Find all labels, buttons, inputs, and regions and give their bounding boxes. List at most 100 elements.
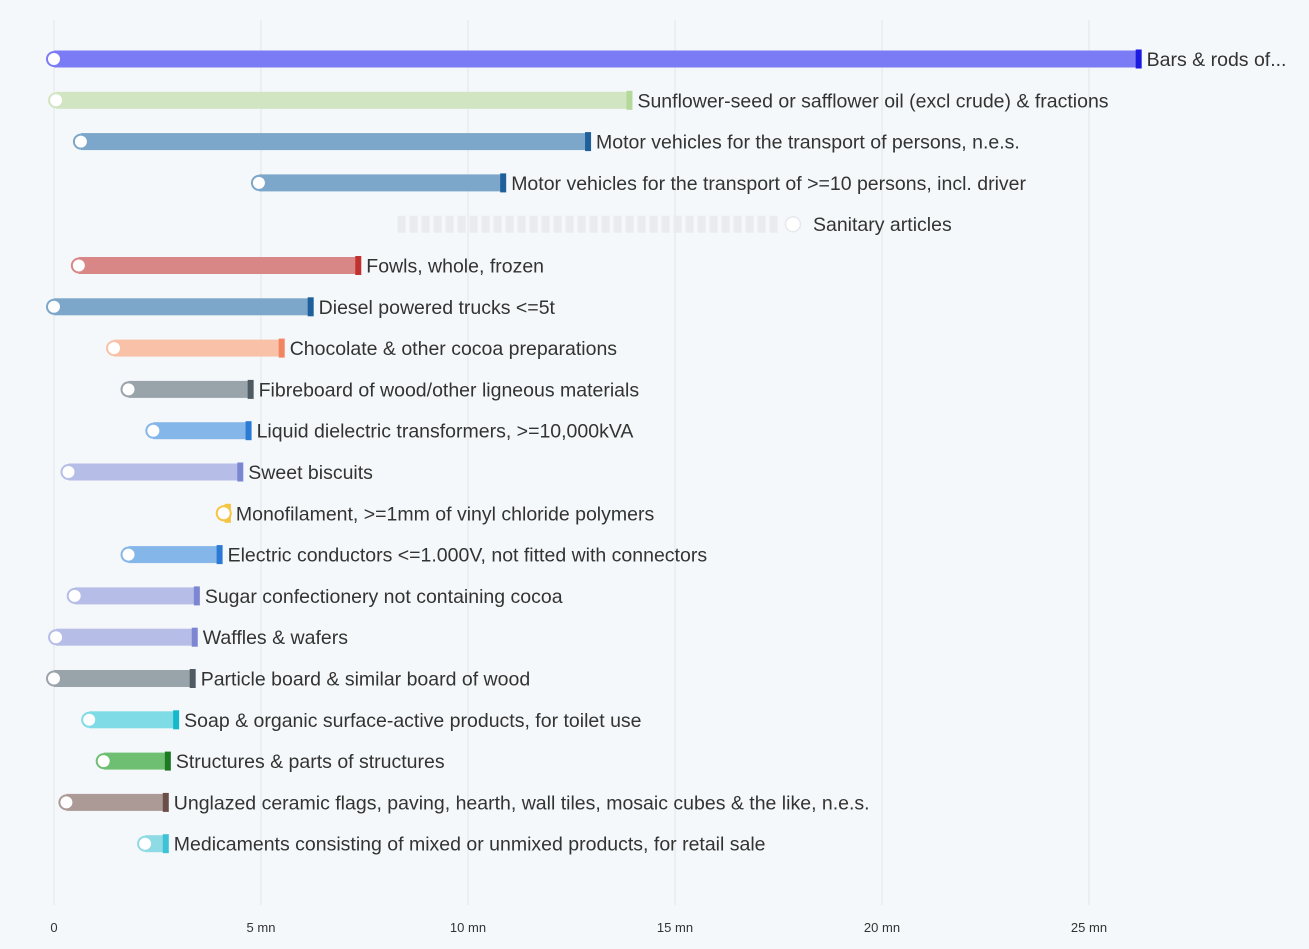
bar-row[interactable]: Sweet biscuits [60,462,373,484]
row-label: Medicaments consisting of mixed or unmix… [174,834,766,856]
bar-row[interactable]: Structures & parts of structures [95,751,445,773]
row-label: Sugar confectionery not containing cocoa [205,586,563,608]
range-bar[interactable] [80,133,589,151]
bar-row[interactable]: Unglazed ceramic flags, paving, hearth, … [58,792,870,814]
x-tick-label: 0 [50,920,57,935]
bar-stripe [445,215,454,233]
bar-stripe [625,215,634,233]
bar-row[interactable]: Bars & rods of... [46,49,1287,71]
row-label: Monofilament, >=1mm of vinyl chloride po… [236,503,655,525]
bar-stripe [589,215,598,233]
bar-stripe [493,215,502,233]
range-bar[interactable] [78,257,359,274]
bar-stripe [517,215,526,233]
start-marker [60,464,77,480]
bar-stripe [409,215,418,233]
bar-row[interactable]: Motor vehicles for the transport of pers… [72,132,1020,154]
end-marker [500,173,507,193]
row-label: Soap & organic surface-active products, … [184,710,641,732]
start-marker [784,215,802,233]
bar-row[interactable]: Waffles & wafers [48,627,348,649]
row-label: Bars & rods of... [1147,49,1287,71]
start-marker [137,835,154,852]
range-bar[interactable] [103,752,168,770]
bar-row[interactable]: Electric conductors <=1.000V, not fitted… [120,545,708,567]
bar-row[interactable]: Sunflower-seed or safflower oil (excl cr… [48,90,1109,112]
row-label: Structures & parts of structures [176,751,445,773]
end-marker [189,669,196,688]
bar-row[interactable]: Fibreboard of wood/other ligneous materi… [120,379,640,401]
range-bar[interactable] [56,628,195,646]
bar-stripe [469,215,478,233]
start-marker [120,546,137,563]
row-label: Fowls, whole, frozen [366,256,544,278]
end-marker [278,338,285,358]
bar-stripe [565,215,574,233]
bar-row[interactable]: Monofilament, >=1mm of vinyl chloride po… [215,503,655,525]
bar-stripe [637,215,646,233]
bar-row[interactable]: Diesel powered trucks <=5t [46,297,556,319]
start-marker [72,133,89,150]
row-label: Sanitary articles [813,214,952,236]
end-marker [1135,49,1142,69]
bar-row[interactable]: Sanitary articles [397,214,952,236]
bar-row[interactable]: Liquid dielectric transformers, >=10,000… [145,421,633,443]
row-label: Sunflower-seed or safflower oil (excl cr… [637,90,1108,112]
bar-row[interactable]: Particle board & similar board of wood [46,669,530,691]
end-marker [237,462,244,482]
row-label: Waffles & wafers [203,627,348,649]
bar-row[interactable]: Medicaments consisting of mixed or unmix… [137,834,766,856]
range-bar[interactable] [54,670,193,687]
row-label: Electric conductors <=1.000V, not fitted… [228,545,708,567]
bar-row[interactable]: Sugar confectionery not containing cocoa [66,586,563,608]
bar-stripe [685,215,694,233]
bar-row[interactable]: Motor vehicles for the transport of >=10… [250,173,1027,195]
bar-stripe [745,215,754,233]
bar-stripe [481,215,490,233]
range-bar[interactable] [74,587,197,605]
row-label: Motor vehicles for the transport of pers… [596,132,1020,154]
range-bar[interactable] [258,174,504,192]
range-bar[interactable] [54,50,1139,68]
start-marker [66,587,83,604]
start-marker [46,670,62,687]
bar-stripe [769,215,778,233]
row-label: Diesel powered trucks <=5t [319,297,556,319]
range-bar[interactable] [66,793,166,811]
range-bar[interactable] [128,546,220,564]
bar-row[interactable]: Soap & organic surface-active products, … [81,710,642,732]
x-tick-label: 20 mn [864,920,900,935]
start-marker [250,174,267,191]
start-marker [70,257,87,274]
x-tick-label: 15 mn [657,920,693,935]
range-bar[interactable] [68,463,241,481]
range-bar[interactable] [153,422,249,440]
bar-row[interactable]: Chocolate & other cocoa preparations [106,338,617,360]
end-marker [247,379,254,399]
start-marker [120,381,137,398]
start-marker [95,753,112,770]
range-bar[interactable] [128,380,251,398]
x-tick-label: 10 mn [450,920,486,935]
end-marker [245,421,252,441]
bar-stripe [457,215,466,233]
end-marker [173,710,180,730]
end-marker [164,751,171,771]
bar-stripe [733,215,742,233]
end-marker [307,297,314,317]
bar-stripe [709,215,718,233]
bar-stripe [577,215,586,233]
end-marker [193,586,200,606]
end-marker [162,834,169,854]
start-marker [48,629,65,646]
range-bar[interactable] [56,91,630,109]
start-marker [58,794,75,811]
range-bar[interactable] [54,298,311,316]
range-bar[interactable] [89,711,177,729]
range-bar[interactable] [114,339,282,357]
end-marker [355,256,362,275]
bar-stripe [613,215,622,233]
bar-row[interactable]: Fowls, whole, frozen [70,256,544,278]
bars-layer: Bars & rods of... Sunflower-seed or saffl… [46,49,1287,856]
